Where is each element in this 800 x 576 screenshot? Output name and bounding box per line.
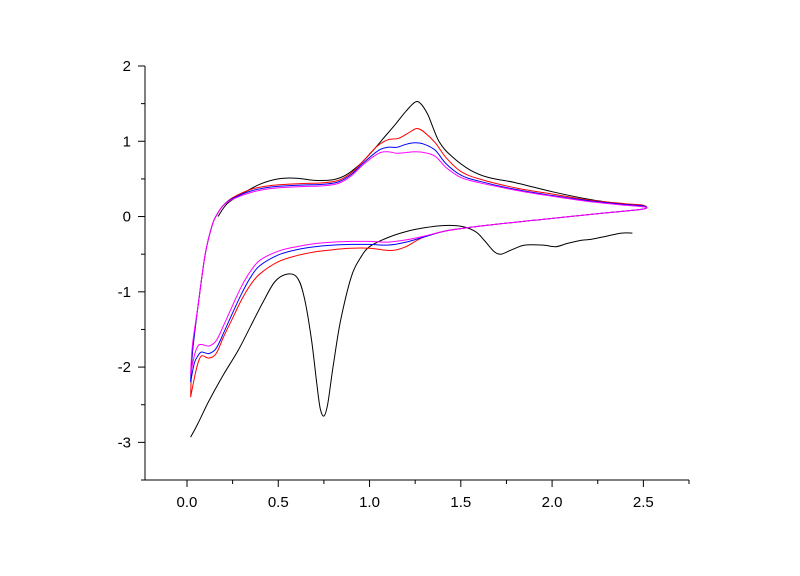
y-tick-label: 1 — [123, 133, 131, 150]
series-line-2 — [217, 100, 644, 217]
y-tick-label: -3 — [118, 434, 131, 451]
series-line-1 — [190, 224, 633, 438]
x-tick-label: 0.0 — [177, 494, 198, 511]
series-layer — [190, 100, 648, 438]
y-tick-label: 0 — [123, 209, 131, 226]
x-tick-label: 1.0 — [359, 494, 380, 511]
series-line-4 — [190, 142, 648, 383]
y-tick-label: 2 — [123, 58, 131, 75]
y-tick-label: -1 — [118, 284, 131, 301]
x-tick-label: 2.5 — [633, 494, 654, 511]
x-tick-label: 2.0 — [542, 494, 563, 511]
tick-marks — [138, 65, 690, 487]
series-line-3 — [190, 128, 648, 398]
x-tick-label: 1.5 — [450, 494, 471, 511]
series-line-5 — [190, 151, 648, 375]
x-tick-label: 0.5 — [268, 494, 289, 511]
tick-labels: 0.0 0.5 1.0 1.5 2.0 2.5 -3 -2 -1 0 1 2 — [118, 58, 654, 511]
y-tick-label: -2 — [118, 359, 131, 376]
axes — [144, 66, 689, 481]
